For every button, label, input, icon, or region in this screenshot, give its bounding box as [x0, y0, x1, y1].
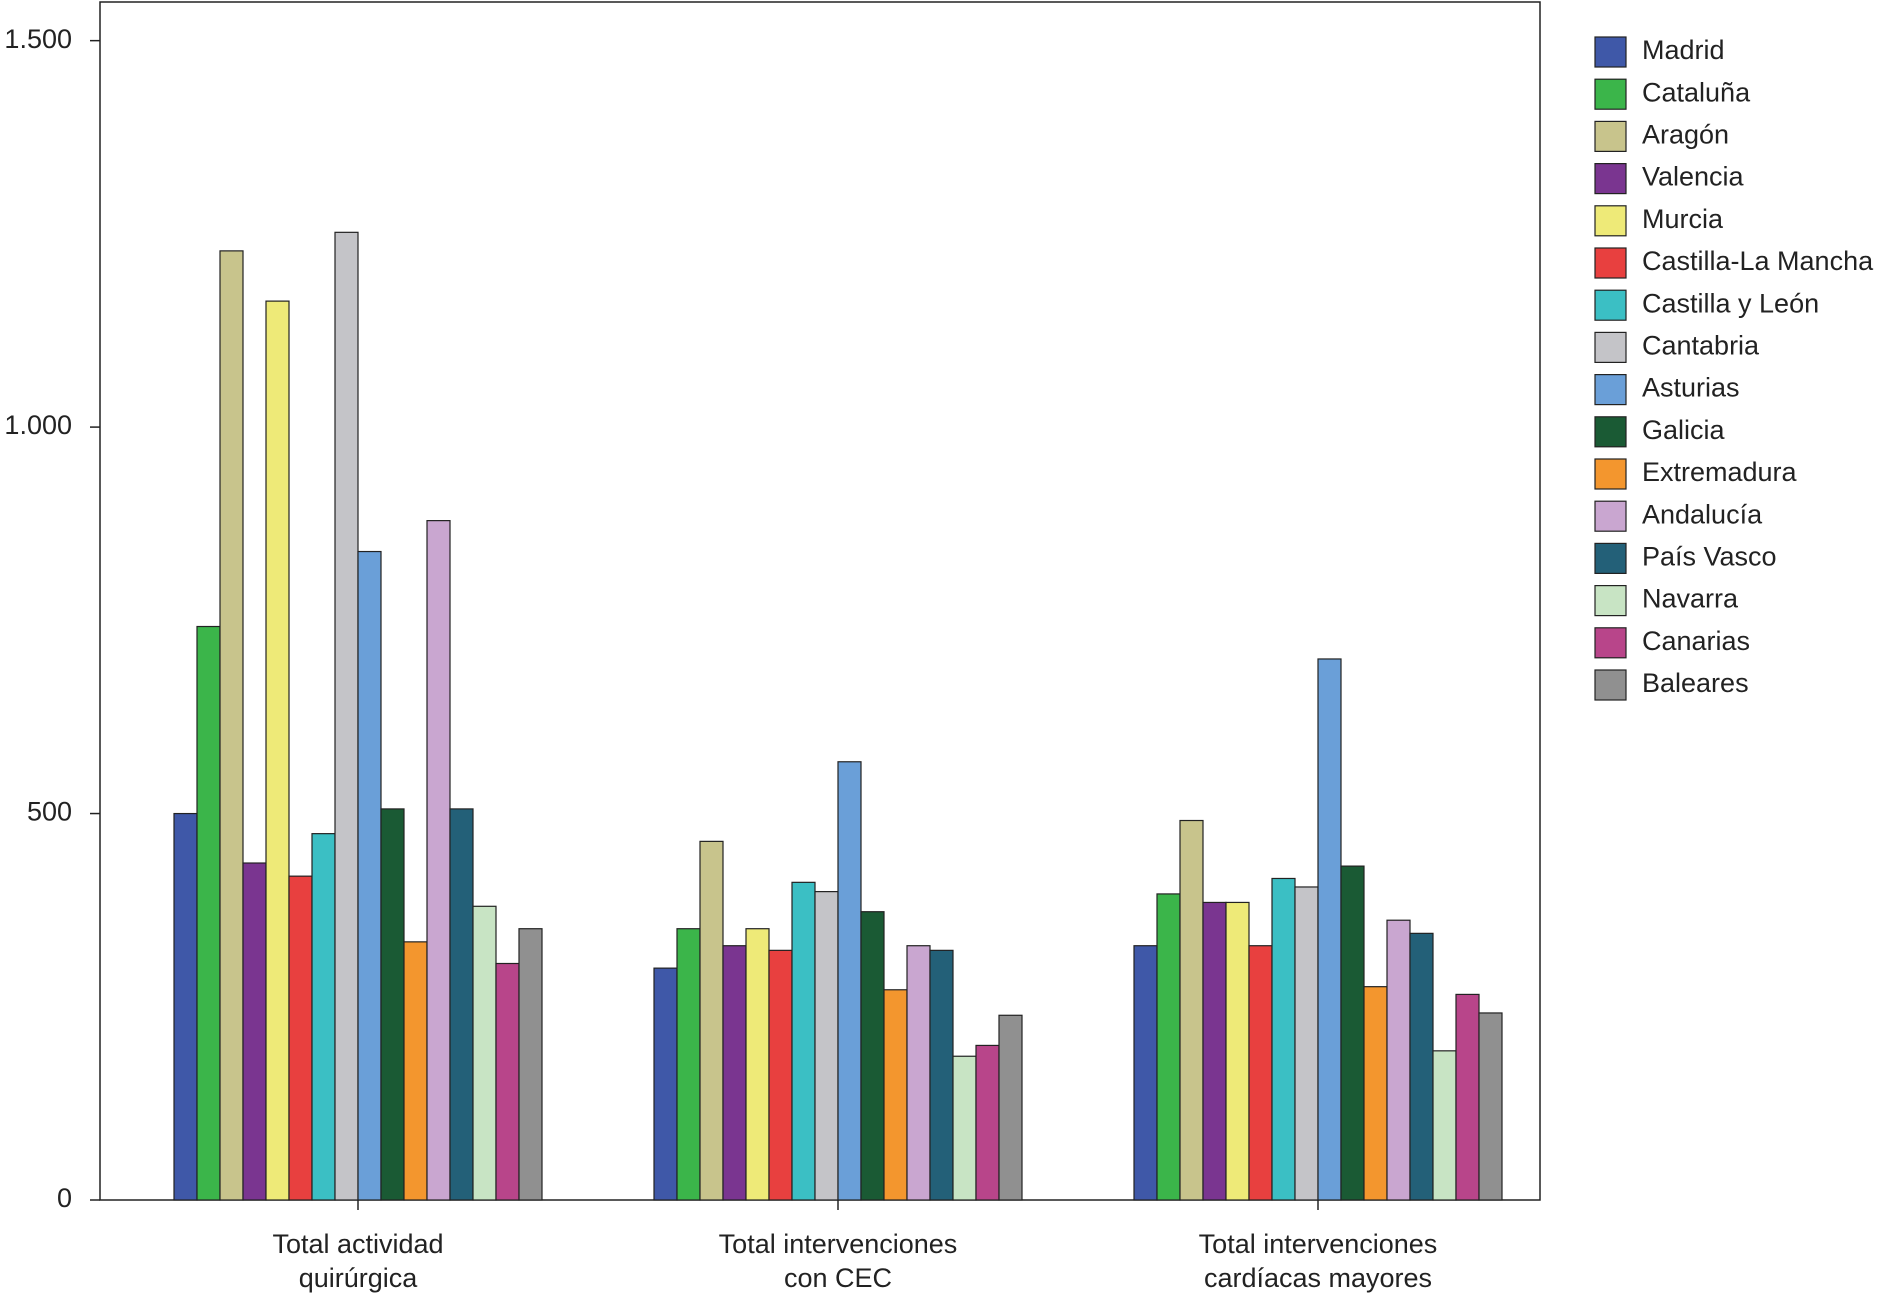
legend-label: Castilla y León	[1642, 288, 1819, 318]
legend-swatch	[1594, 584, 1627, 617]
bar	[1156, 893, 1181, 1201]
legend-swatch	[1594, 669, 1627, 701]
legend-swatch	[1594, 627, 1627, 659]
bar	[265, 300, 290, 1201]
legend-swatch	[1594, 120, 1627, 153]
legend-label: Castilla-La Mancha	[1642, 246, 1874, 276]
legend-label: Cataluña	[1642, 77, 1751, 107]
bar	[883, 989, 908, 1201]
bar	[1294, 886, 1319, 1201]
legend-swatch	[1594, 78, 1627, 110]
bar	[380, 808, 405, 1201]
legend-swatch	[1594, 542, 1627, 575]
x-tick-label: Total intervenciones cardíacas mayores	[1199, 1229, 1438, 1293]
bar	[449, 808, 474, 1201]
y-tick-label: 1.500	[4, 24, 72, 54]
bar	[1317, 658, 1342, 1201]
legend-label: Baleares	[1642, 668, 1749, 698]
bar	[426, 520, 451, 1201]
bar	[1179, 819, 1204, 1201]
legend-swatch	[1594, 36, 1627, 68]
bar	[334, 231, 359, 1201]
bar	[1409, 932, 1434, 1201]
legend-swatch	[1594, 416, 1627, 448]
legend-swatch	[1594, 247, 1627, 279]
bar	[242, 862, 267, 1201]
legend-label: Navarra	[1642, 584, 1739, 614]
bar	[745, 928, 770, 1201]
legend-label: Galicia	[1642, 415, 1726, 445]
legend-label: Asturias	[1642, 373, 1740, 403]
x-tick-label: Total actividad quirúrgica	[272, 1229, 443, 1293]
bar	[1248, 945, 1273, 1201]
legend-label: Canarias	[1642, 626, 1750, 656]
bar	[196, 625, 221, 1201]
legend-label: Madrid	[1642, 35, 1725, 65]
bar	[173, 812, 198, 1201]
legend-swatch	[1594, 500, 1627, 532]
legend-swatch	[1594, 458, 1627, 490]
bar	[1455, 993, 1480, 1201]
x-tick-label: Total intervenciones con CEC	[719, 1229, 958, 1293]
bar	[791, 881, 816, 1201]
bar	[1432, 1050, 1457, 1201]
bar	[1271, 877, 1296, 1201]
legend-swatch	[1594, 163, 1627, 195]
legend-swatch	[1594, 205, 1627, 237]
bar	[403, 941, 428, 1201]
bar	[952, 1055, 977, 1201]
bar	[518, 928, 543, 1201]
bar	[998, 1014, 1023, 1201]
bar	[653, 967, 678, 1201]
bar	[357, 550, 382, 1201]
bar	[1340, 865, 1365, 1201]
legend-label: Murcia	[1642, 204, 1724, 234]
legend-label: Andalucía	[1642, 499, 1763, 529]
legend-label: País Vasco	[1642, 542, 1777, 572]
legend-label: Extremadura	[1642, 457, 1798, 487]
bar	[768, 949, 793, 1201]
bar	[1386, 919, 1411, 1201]
bar	[311, 833, 336, 1201]
bar	[1202, 901, 1227, 1201]
bar	[1363, 986, 1388, 1201]
bar	[1225, 901, 1250, 1201]
bar	[722, 945, 747, 1201]
bar	[676, 928, 701, 1201]
bar	[495, 962, 520, 1201]
legend-label: Aragón	[1642, 120, 1729, 150]
bar	[906, 945, 931, 1201]
bar	[219, 250, 244, 1201]
y-tick-label: 1.000	[4, 410, 72, 440]
y-tick-label: 0	[57, 1183, 72, 1213]
legend-swatch	[1594, 331, 1627, 363]
legend-label: Cantabria	[1642, 331, 1760, 361]
legend-label: Valencia	[1642, 162, 1745, 192]
bar	[699, 840, 724, 1201]
bar	[860, 911, 885, 1201]
bar	[814, 891, 839, 1201]
y-tick-label: 500	[27, 797, 72, 827]
bar	[472, 905, 497, 1201]
bar	[1478, 1012, 1503, 1201]
bar	[1133, 945, 1158, 1201]
legend-swatch	[1594, 374, 1627, 406]
bar	[929, 949, 954, 1201]
bar	[837, 761, 862, 1201]
bar	[975, 1044, 1000, 1201]
bar	[288, 875, 313, 1201]
legend-swatch	[1594, 289, 1627, 321]
